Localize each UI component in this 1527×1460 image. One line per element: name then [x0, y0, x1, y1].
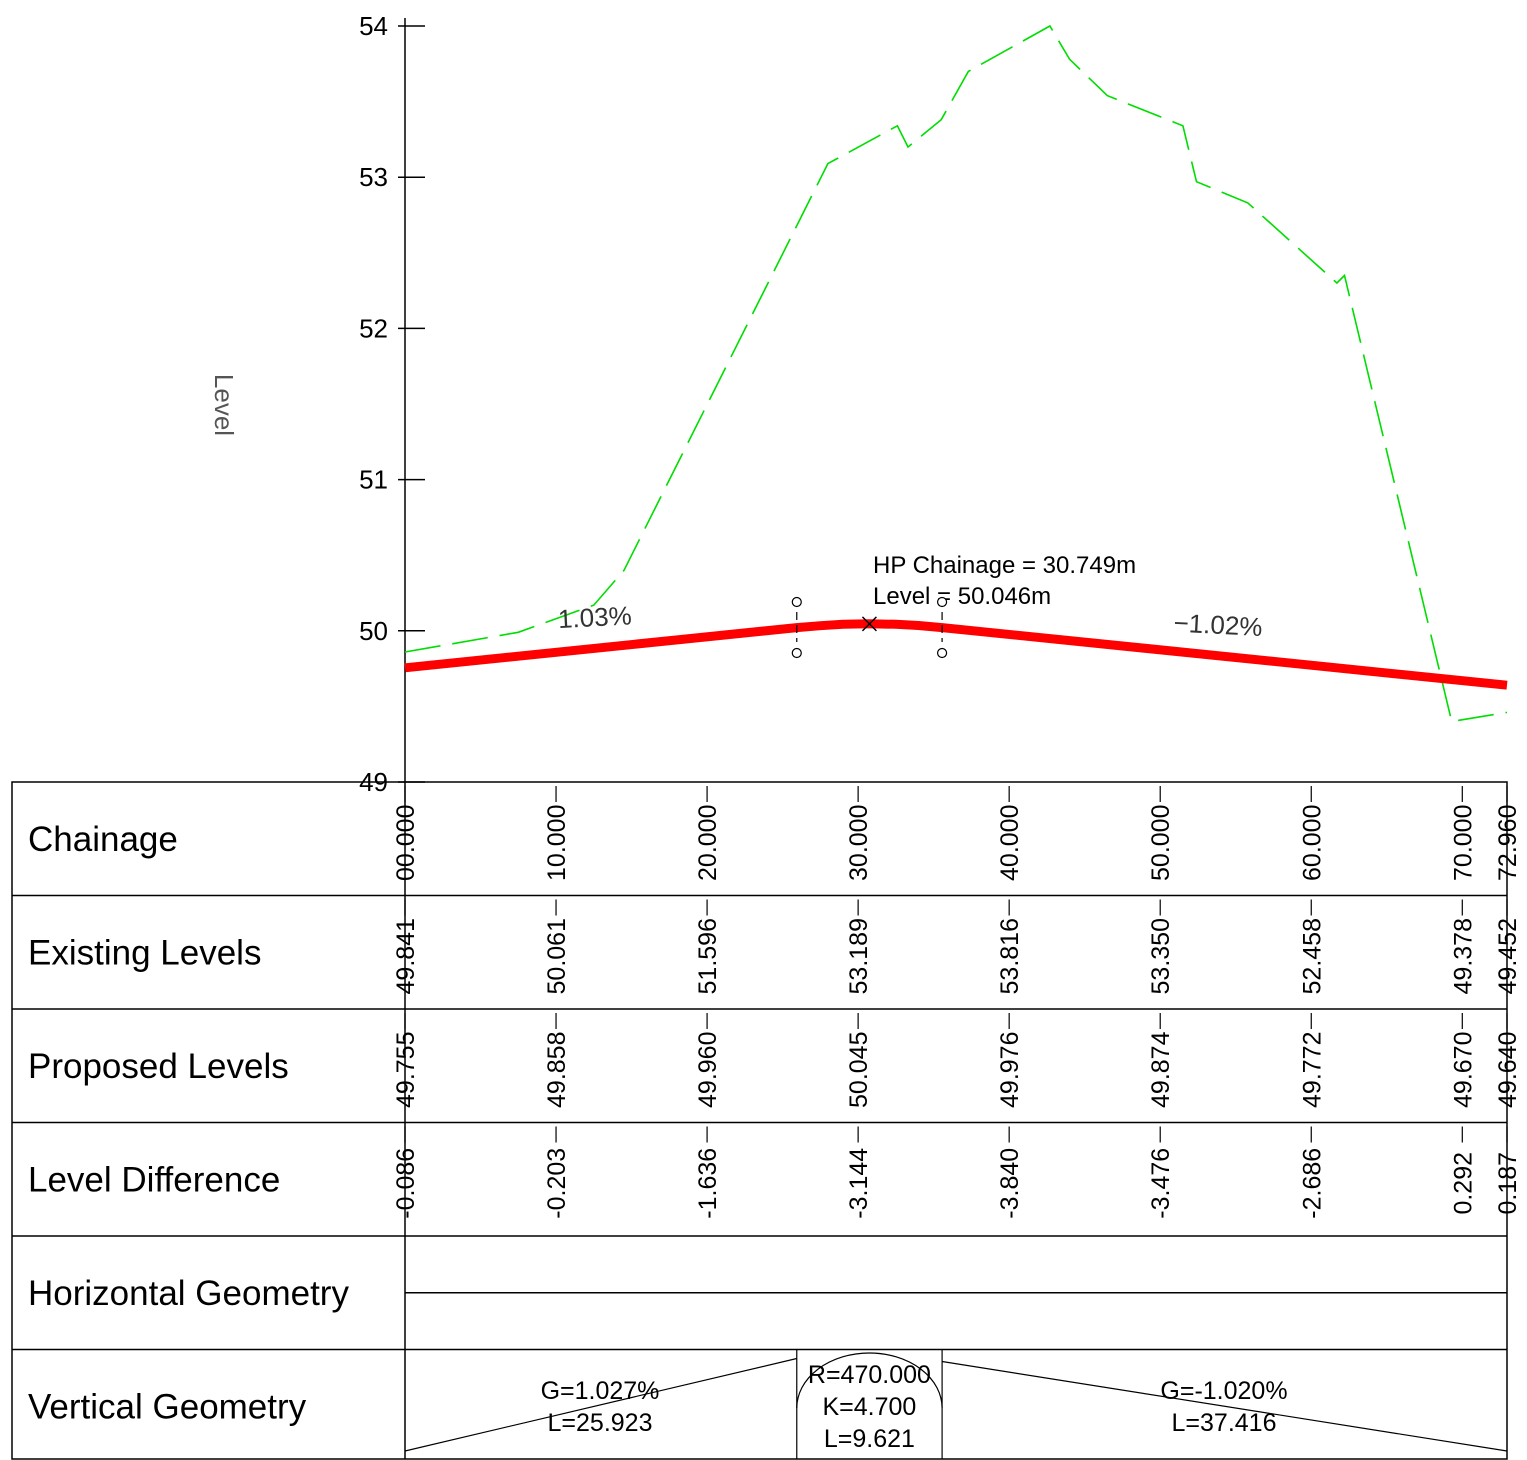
- level-difference-value: -3.476: [1147, 1148, 1175, 1219]
- chainage-value: 60.000: [1298, 805, 1326, 881]
- row-label-horizontal-geometry: Horizontal Geometry: [28, 1274, 349, 1313]
- proposed-level-value: 49.755: [392, 1032, 420, 1108]
- existing-level-value: 52.458: [1298, 918, 1326, 994]
- level-tick-label: 52: [359, 313, 388, 343]
- proposed-level-value: 49.960: [694, 1032, 722, 1108]
- curve-point-marker: [936, 647, 948, 659]
- row-label-level-difference: Level Difference: [28, 1160, 280, 1199]
- curve-radius-value: R=470.000: [808, 1361, 931, 1389]
- chainage-value: 40.000: [996, 805, 1024, 881]
- row-label-proposed-levels: Proposed Levels: [28, 1047, 289, 1086]
- level-difference-value: -0.086: [392, 1148, 420, 1219]
- proposed-level-value: 49.640: [1494, 1032, 1522, 1108]
- curve-k-value: K=4.700: [823, 1393, 917, 1421]
- level-difference-value: -3.144: [845, 1148, 873, 1219]
- chainage-value: 00.000: [392, 805, 420, 881]
- grade-out-length: L=37.416: [1172, 1409, 1277, 1437]
- row-label-chainage: Chainage: [28, 820, 178, 859]
- existing-level-value: 49.452: [1494, 918, 1522, 994]
- level-difference-value: -1.636: [694, 1148, 722, 1219]
- chainage-value: 20.000: [694, 805, 722, 881]
- grade-out-label: −1.02%: [1173, 608, 1263, 643]
- hp-chainage-label: HP Chainage = 30.749m: [873, 552, 1136, 579]
- chainage-value: 70.000: [1449, 805, 1477, 881]
- data-table: Chainage Existing Levels Proposed Levels Le…: [11, 781, 1522, 1460]
- table-border: [11, 781, 1508, 1460]
- level-tick-label: 53: [359, 162, 388, 192]
- existing-ground-line: [404, 24, 1508, 723]
- grade-out-symbol: [941, 1360, 1508, 1452]
- existing-level-value: 53.350: [1147, 918, 1175, 994]
- chainage-value: 50.000: [1147, 805, 1175, 881]
- existing-level-value: 53.816: [996, 918, 1024, 994]
- row-label-vertical-geometry: Vertical Geometry: [28, 1387, 307, 1426]
- level-tick-label: 50: [359, 616, 388, 646]
- grade-in-value: G=1.027%: [541, 1377, 660, 1405]
- existing-level-value: 49.841: [392, 918, 420, 994]
- level-tick-label: 51: [359, 465, 388, 495]
- curve-point-marker: [936, 596, 948, 608]
- grade-out-value: G=-1.020%: [1160, 1377, 1287, 1405]
- chainage-value: 72.960: [1494, 805, 1522, 881]
- proposed-level-value: 50.045: [845, 1032, 873, 1108]
- chainage-value: 30.000: [845, 805, 873, 881]
- level-difference-value: 0.187: [1494, 1152, 1522, 1215]
- level-difference-value: -3.840: [996, 1148, 1024, 1219]
- proposed-level-value: 49.670: [1449, 1032, 1477, 1108]
- curve-point-marker: [791, 596, 802, 608]
- curve-length-value: L=9.621: [824, 1425, 915, 1453]
- hp-cross-marker: [861, 616, 877, 632]
- existing-level-value: 51.596: [694, 918, 722, 994]
- proposed-level-value: 49.772: [1298, 1032, 1326, 1108]
- existing-level-value: 49.378: [1449, 918, 1477, 994]
- curve-point-marker: [791, 647, 802, 659]
- level-difference-value: -2.686: [1298, 1148, 1326, 1219]
- grade-in-length: L=25.923: [548, 1409, 653, 1437]
- chainage-value: 10.000: [543, 805, 571, 881]
- vertical-geometry-row: G=1.027% L=25.923 R=470.000 K=4.700 L=9.621 G…: [404, 1349, 1508, 1459]
- proposed-level-value: 49.976: [996, 1032, 1024, 1108]
- hp-level-label: Level = 50.046m: [873, 583, 1051, 610]
- level-difference-value: -0.203: [543, 1148, 571, 1219]
- existing-level-value: 53.189: [845, 918, 873, 994]
- existing-level-value: 50.061: [543, 918, 571, 994]
- profile-annotations: 1.03% −1.02% HP Chainage = 30.749m Level…: [557, 552, 1263, 659]
- grade-in-symbol: [404, 1357, 797, 1452]
- row-label-existing-levels: Existing Levels: [28, 933, 261, 972]
- level-difference-value: 0.292: [1449, 1152, 1477, 1215]
- grade-in-label: 1.03%: [557, 600, 632, 634]
- level-tick-label: 54: [359, 11, 388, 41]
- level-axis: Level: [209, 18, 406, 782]
- proposed-level-value: 49.858: [543, 1032, 571, 1108]
- vertical-curve-symbol: [796, 1352, 943, 1409]
- proposed-level-value: 49.874: [1147, 1031, 1175, 1108]
- level-axis-label: Level: [209, 374, 239, 436]
